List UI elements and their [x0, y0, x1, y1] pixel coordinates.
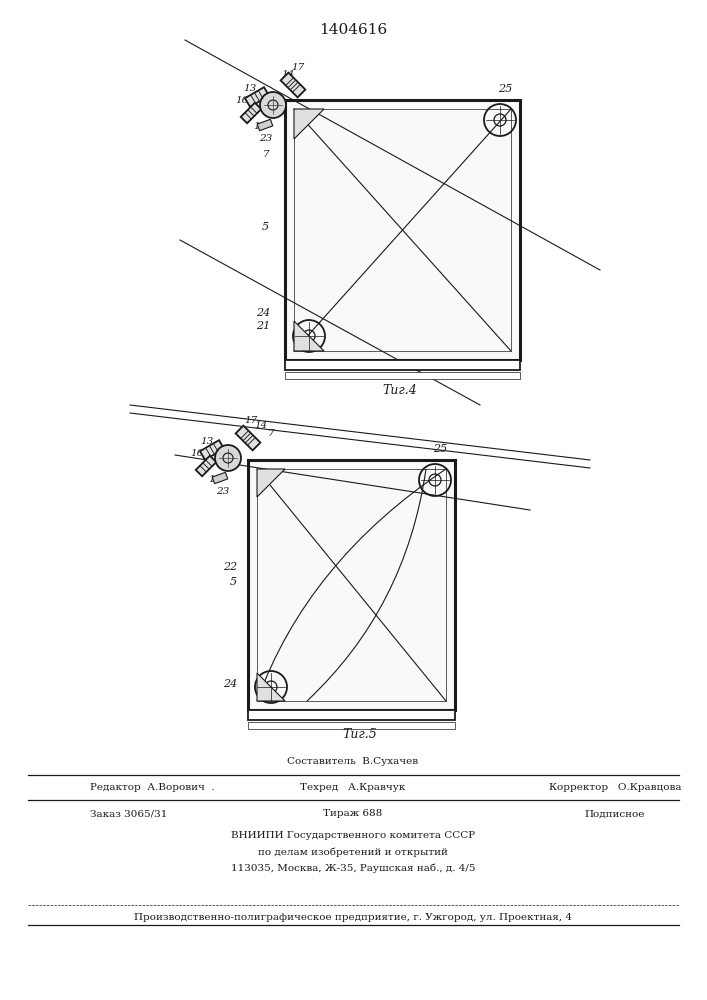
- Circle shape: [215, 445, 241, 471]
- Text: 24: 24: [223, 679, 237, 689]
- Bar: [285, 100, 520, 360]
- Bar: [257, 469, 446, 701]
- Text: Заказ 3065/31: Заказ 3065/31: [90, 810, 168, 818]
- Text: Производственно-полиграфическое предприятие, г. Ужгород, ул. Проектная, 4: Производственно-полиграфическое предприя…: [134, 912, 572, 922]
- Polygon shape: [200, 440, 224, 460]
- Polygon shape: [235, 426, 260, 450]
- Text: Редактор  А.Ворович  .: Редактор А.Ворович .: [90, 784, 215, 792]
- Text: 16: 16: [190, 449, 203, 458]
- Text: 7: 7: [268, 429, 274, 438]
- Text: 1404616: 1404616: [319, 23, 387, 37]
- Text: 14: 14: [281, 70, 294, 79]
- Text: 15: 15: [253, 122, 267, 131]
- Text: 16: 16: [235, 96, 248, 105]
- Text: 22: 22: [223, 562, 237, 572]
- Text: 17: 17: [291, 63, 304, 72]
- Text: Τиг.4: Τиг.4: [382, 383, 417, 396]
- Text: 113035, Москва, Ж-35, Раушская наб., д. 4/5: 113035, Москва, Ж-35, Раушская наб., д. …: [230, 863, 475, 873]
- Polygon shape: [294, 109, 324, 139]
- Polygon shape: [196, 456, 216, 476]
- Text: ВНИИПИ Государственного комитета СССР: ВНИИПИ Государственного комитета СССР: [231, 832, 475, 840]
- Bar: [248, 460, 455, 710]
- Text: Составитель  В.Сухачев: Составитель В.Сухачев: [288, 758, 419, 766]
- Text: 13: 13: [200, 437, 214, 446]
- Bar: [285, 360, 520, 370]
- Text: 25: 25: [433, 444, 447, 454]
- Text: 25: 25: [498, 84, 512, 94]
- Text: 15: 15: [208, 475, 221, 484]
- Text: 21: 21: [256, 321, 270, 331]
- Text: Τиг.5: Τиг.5: [343, 728, 378, 742]
- Polygon shape: [294, 321, 324, 351]
- Polygon shape: [245, 87, 269, 107]
- Text: 23: 23: [216, 487, 229, 496]
- Bar: [248, 710, 455, 720]
- Polygon shape: [257, 469, 285, 497]
- Text: Тираж 688: Тираж 688: [323, 810, 382, 818]
- Text: 13: 13: [243, 84, 256, 93]
- Text: 7: 7: [263, 150, 269, 159]
- Polygon shape: [281, 73, 305, 97]
- Text: 17: 17: [244, 416, 257, 425]
- Polygon shape: [241, 103, 262, 123]
- Text: 5: 5: [262, 222, 269, 232]
- Bar: [248, 722, 455, 729]
- Polygon shape: [212, 472, 228, 484]
- Circle shape: [260, 92, 286, 118]
- Polygon shape: [257, 673, 285, 701]
- Text: по делам изобретений и открытий: по делам изобретений и открытий: [258, 847, 448, 857]
- Text: Корректор   О.Кравцова: Корректор О.Кравцова: [549, 784, 682, 792]
- Bar: [285, 372, 520, 379]
- Text: 5: 5: [230, 577, 237, 587]
- Text: 23: 23: [259, 134, 272, 143]
- Text: Подписное: Подписное: [585, 810, 645, 818]
- Text: 14: 14: [254, 421, 267, 430]
- Text: 24: 24: [256, 308, 270, 318]
- Polygon shape: [257, 119, 273, 131]
- Bar: [294, 109, 511, 351]
- Text: Техред   А.Кравчук: Техред А.Кравчук: [300, 784, 406, 792]
